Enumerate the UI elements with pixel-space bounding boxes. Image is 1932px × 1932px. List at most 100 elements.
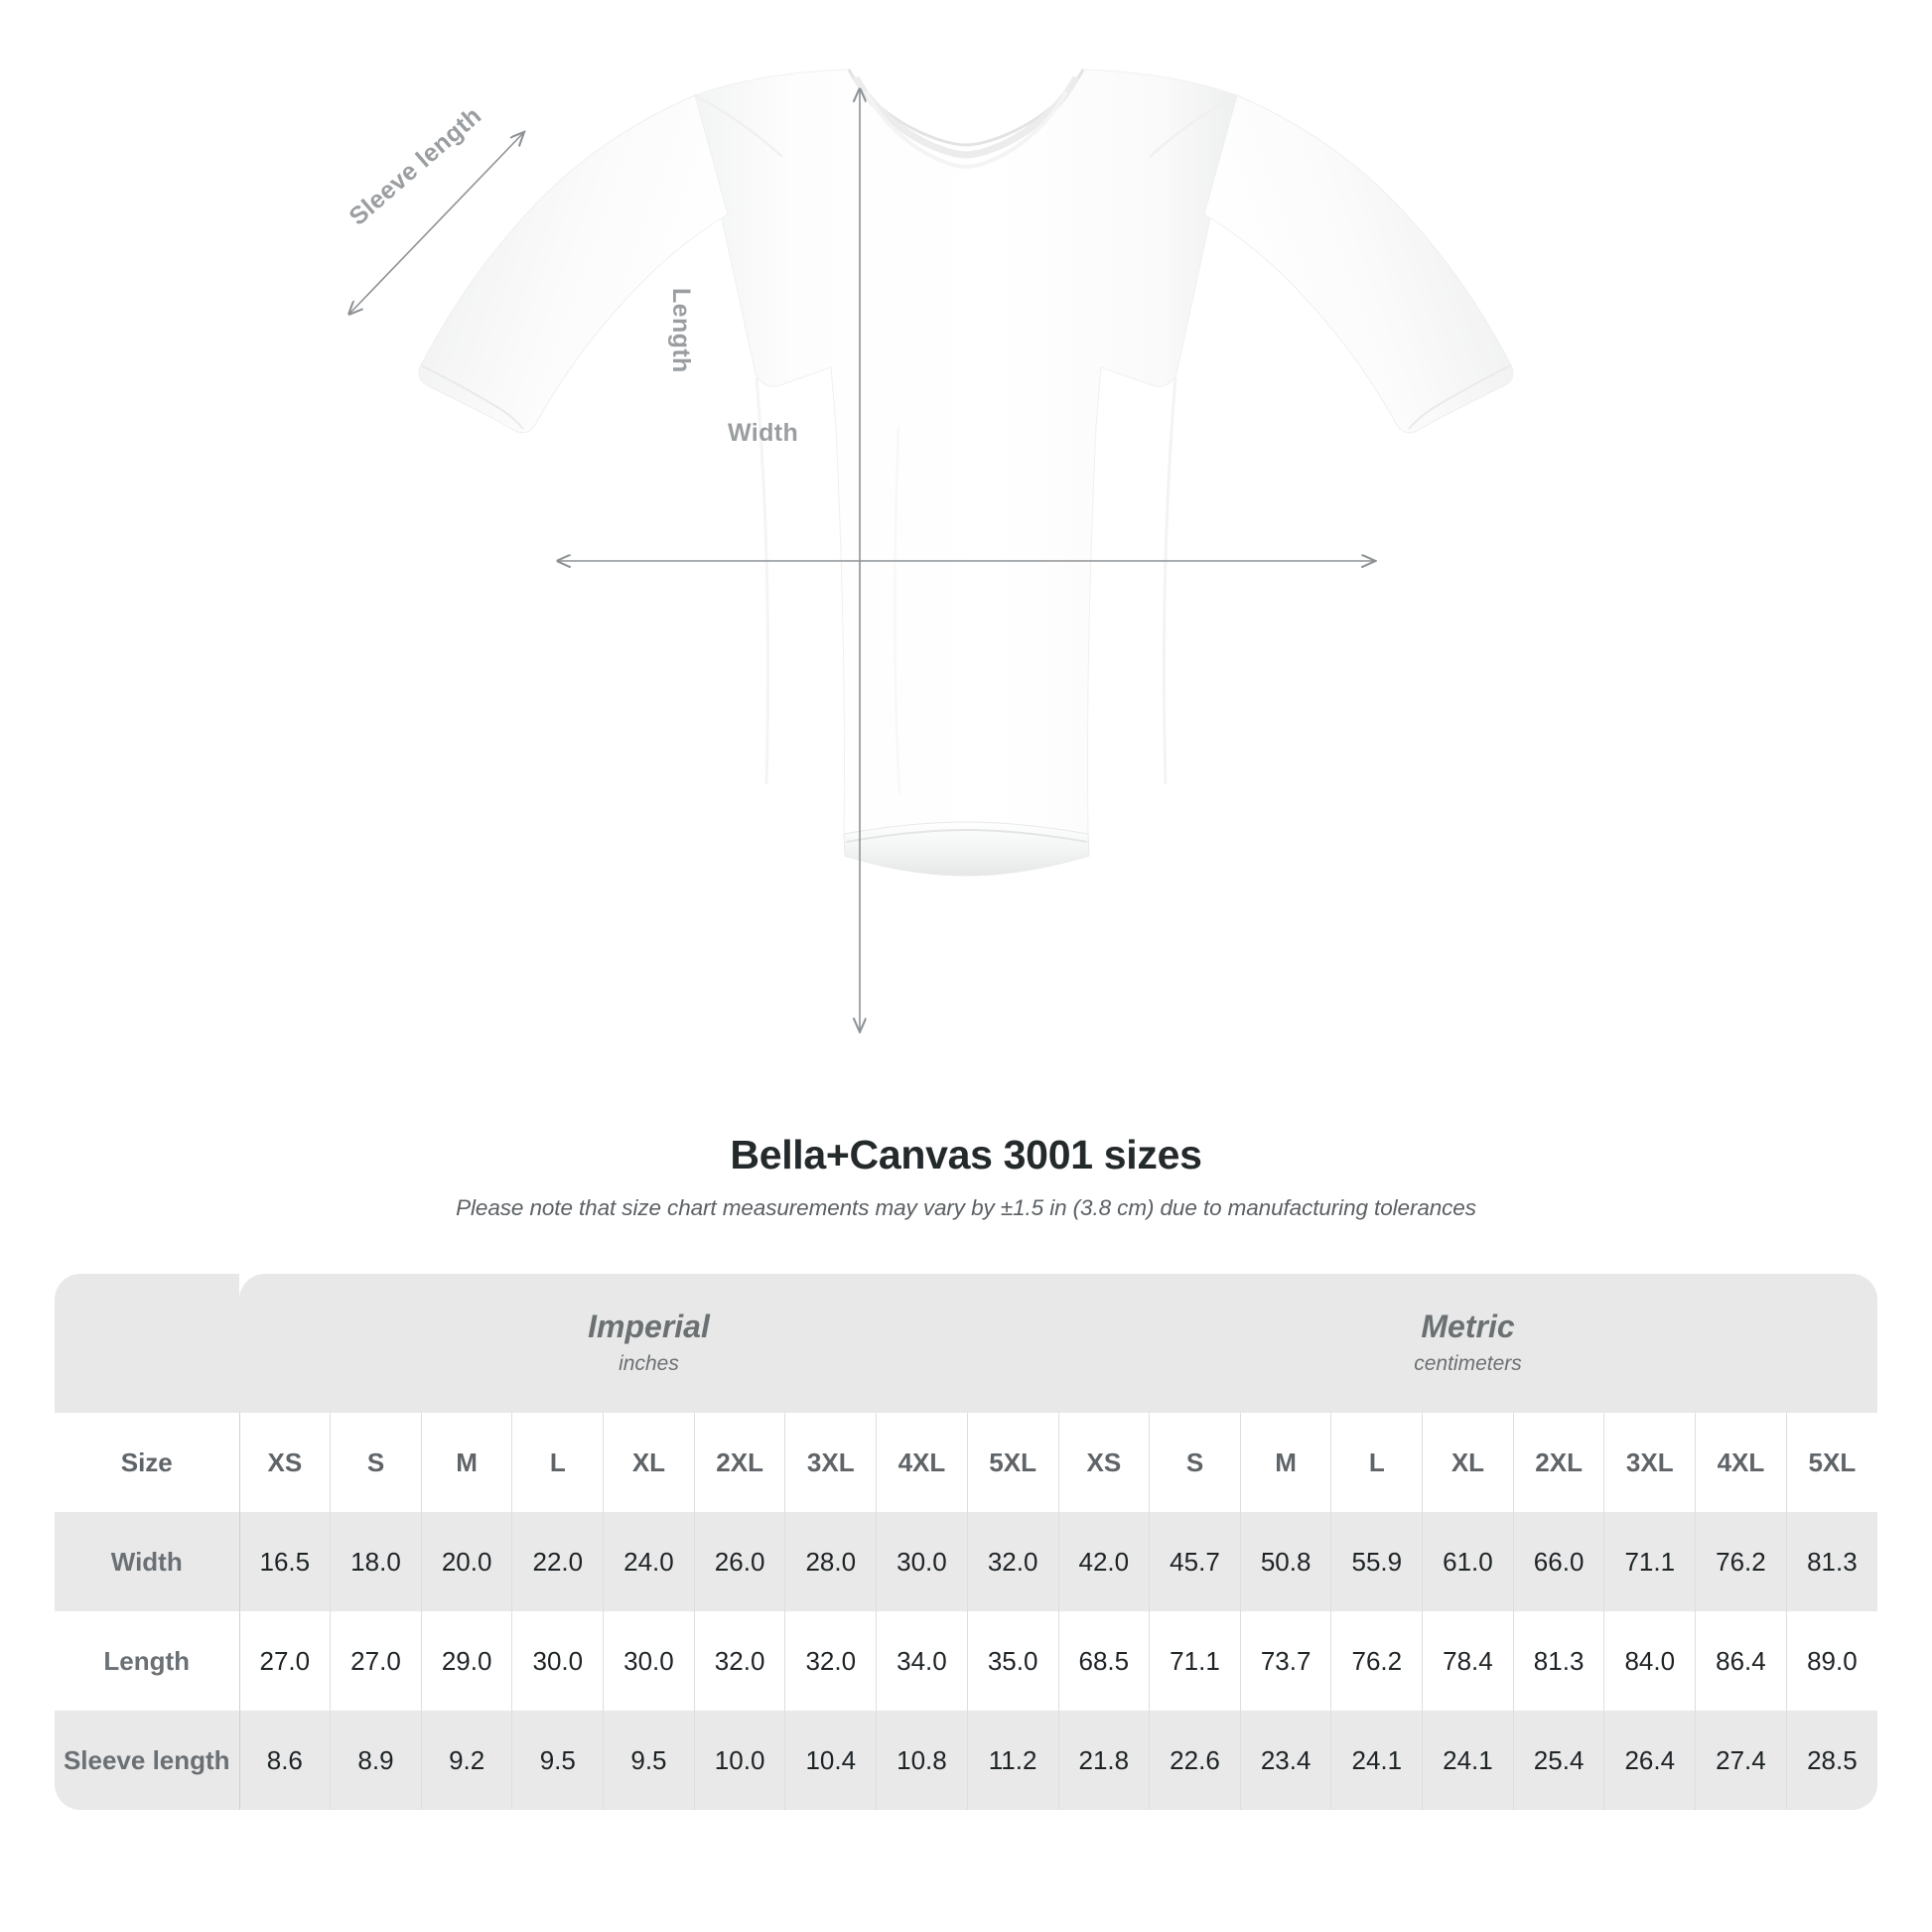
cell-length-imperial-m: 29.0 (420, 1611, 512, 1711)
unit-band-imperial: Imperial inches (239, 1274, 1058, 1413)
table-row: Width 16.5 18.0 20.0 22.0 24.0 26.0 28.0… (55, 1512, 1878, 1611)
cell-sleeve-metric-3xl: 26.4 (1603, 1711, 1696, 1810)
cell-length-metric-s: 71.1 (1149, 1611, 1241, 1711)
width-dimension-label: Width (728, 419, 799, 447)
cell-sleeve-imperial-2xl: 10.0 (693, 1711, 785, 1810)
size-header-metric-2xl: 2XL (1512, 1413, 1604, 1512)
size-header-metric-4xl: 4XL (1695, 1413, 1787, 1512)
cell-sleeve-imperial-4xl: 10.8 (876, 1711, 968, 1810)
cell-width-metric-3xl: 71.1 (1603, 1512, 1696, 1611)
cell-sleeve-metric-m: 23.4 (1239, 1711, 1331, 1810)
unit-name-metric: Metric (1421, 1309, 1515, 1345)
cell-width-metric-m: 50.8 (1239, 1512, 1331, 1611)
cell-sleeve-imperial-3xl: 10.4 (784, 1711, 877, 1810)
length-dimension-label: Length (667, 288, 695, 373)
cell-length-metric-5xl: 89.0 (1785, 1611, 1878, 1711)
cell-width-imperial-2xl: 26.0 (693, 1512, 785, 1611)
cell-length-metric-xl: 78.4 (1422, 1611, 1514, 1711)
size-header-metric-m: M (1239, 1413, 1331, 1512)
cell-length-metric-xs: 68.5 (1057, 1611, 1150, 1711)
cell-length-metric-2xl: 81.3 (1512, 1611, 1604, 1711)
size-header-metric-xs: XS (1057, 1413, 1150, 1512)
cell-sleeve-metric-4xl: 27.4 (1695, 1711, 1787, 1810)
size-header-metric-xl: XL (1422, 1413, 1514, 1512)
size-header-metric-s: S (1149, 1413, 1241, 1512)
cell-sleeve-imperial-l: 9.5 (511, 1711, 604, 1810)
cell-sleeve-metric-2xl: 25.4 (1512, 1711, 1604, 1810)
cell-length-imperial-4xl: 34.0 (876, 1611, 968, 1711)
cell-sleeve-metric-xs: 21.8 (1057, 1711, 1150, 1810)
cell-width-imperial-m: 20.0 (420, 1512, 512, 1611)
size-header-imperial-5xl: 5XL (966, 1413, 1058, 1512)
size-header-imperial-m: M (420, 1413, 512, 1512)
tshirt-body (418, 69, 1514, 877)
size-header-metric-3xl: 3XL (1603, 1413, 1696, 1512)
cell-width-imperial-5xl: 32.0 (966, 1512, 1058, 1611)
unit-band-spacer (55, 1274, 239, 1413)
size-header-imperial-xs: XS (238, 1413, 331, 1512)
cell-sleeve-metric-xl: 24.1 (1422, 1711, 1514, 1810)
unit-sub-imperial: inches (619, 1351, 679, 1375)
unit-sub-metric: centimeters (1414, 1351, 1522, 1375)
measurement-arrows (349, 89, 1374, 1031)
cell-length-imperial-2xl: 32.0 (693, 1611, 785, 1711)
unit-band-metric: Metric centimeters (1058, 1274, 1878, 1413)
tshirt-illustration (0, 69, 1514, 1112)
table-row: Sleeve length 8.6 8.9 9.2 9.5 9.5 10.0 1… (55, 1711, 1878, 1810)
unit-name-imperial: Imperial (588, 1309, 710, 1345)
size-chart-table: Imperial inches Metric centimeters Size … (55, 1274, 1878, 1810)
cell-length-metric-m: 73.7 (1239, 1611, 1331, 1711)
cell-length-metric-3xl: 84.0 (1603, 1611, 1696, 1711)
cell-sleeve-imperial-xl: 9.5 (603, 1711, 695, 1810)
size-header-imperial-3xl: 3XL (784, 1413, 877, 1512)
cell-width-metric-l: 55.9 (1330, 1512, 1423, 1611)
cell-width-imperial-xs: 16.5 (238, 1512, 331, 1611)
size-header-imperial-s: S (330, 1413, 422, 1512)
row-label-length: Length (55, 1611, 239, 1711)
size-header-imperial-xl: XL (603, 1413, 695, 1512)
cell-width-imperial-xl: 24.0 (603, 1512, 695, 1611)
cell-width-imperial-s: 18.0 (330, 1512, 422, 1611)
cell-width-imperial-l: 22.0 (511, 1512, 604, 1611)
size-header-metric-5xl: 5XL (1785, 1413, 1878, 1512)
cell-width-metric-xl: 61.0 (1422, 1512, 1514, 1611)
cell-length-metric-4xl: 86.4 (1695, 1611, 1787, 1711)
cell-width-metric-4xl: 76.2 (1695, 1512, 1787, 1611)
cell-length-imperial-xl: 30.0 (603, 1611, 695, 1711)
size-header-row: Size XS S M L XL 2XL 3XL 4XL 5XL XS S M … (55, 1413, 1878, 1512)
cell-width-metric-xs: 42.0 (1057, 1512, 1150, 1611)
size-header-metric-l: L (1330, 1413, 1423, 1512)
cell-width-imperial-3xl: 28.0 (784, 1512, 877, 1611)
cell-sleeve-metric-5xl: 28.5 (1785, 1711, 1878, 1810)
cell-length-imperial-5xl: 35.0 (966, 1611, 1058, 1711)
row-label-sleeve-length: Sleeve length (55, 1711, 239, 1810)
cell-sleeve-imperial-s: 8.9 (330, 1711, 422, 1810)
size-header-imperial-4xl: 4XL (876, 1413, 968, 1512)
cell-length-imperial-s: 27.0 (330, 1611, 422, 1711)
sleeve-length-arrow (349, 133, 523, 314)
cell-width-metric-s: 45.7 (1149, 1512, 1241, 1611)
cell-length-imperial-xs: 27.0 (238, 1611, 331, 1711)
cell-length-imperial-3xl: 32.0 (784, 1611, 877, 1711)
cell-width-imperial-4xl: 30.0 (876, 1512, 968, 1611)
cell-width-metric-5xl: 81.3 (1785, 1512, 1878, 1611)
cell-sleeve-imperial-m: 9.2 (420, 1711, 512, 1810)
unit-band-row: Imperial inches Metric centimeters (55, 1274, 1878, 1413)
cell-length-metric-l: 76.2 (1330, 1611, 1423, 1711)
cell-sleeve-imperial-5xl: 11.2 (966, 1711, 1058, 1810)
size-header-label: Size (55, 1413, 239, 1512)
title-block: Bella+Canvas 3001 sizes Please note that… (0, 1132, 1932, 1221)
cell-sleeve-metric-l: 24.1 (1330, 1711, 1423, 1810)
size-header-imperial-2xl: 2XL (693, 1413, 785, 1512)
row-label-width: Width (55, 1512, 239, 1611)
cell-length-imperial-l: 30.0 (511, 1611, 604, 1711)
cell-width-metric-2xl: 66.0 (1512, 1512, 1604, 1611)
cell-sleeve-metric-s: 22.6 (1149, 1711, 1241, 1810)
cell-sleeve-imperial-xs: 8.6 (238, 1711, 331, 1810)
page-title: Bella+Canvas 3001 sizes (730, 1132, 1202, 1177)
page-subtitle: Please note that size chart measurements… (456, 1195, 1476, 1220)
table-row: Length 27.0 27.0 29.0 30.0 30.0 32.0 32.… (55, 1611, 1878, 1711)
tshirt-diagram: Sleeve length Length Width (0, 69, 1514, 1112)
size-header-imperial-l: L (511, 1413, 604, 1512)
